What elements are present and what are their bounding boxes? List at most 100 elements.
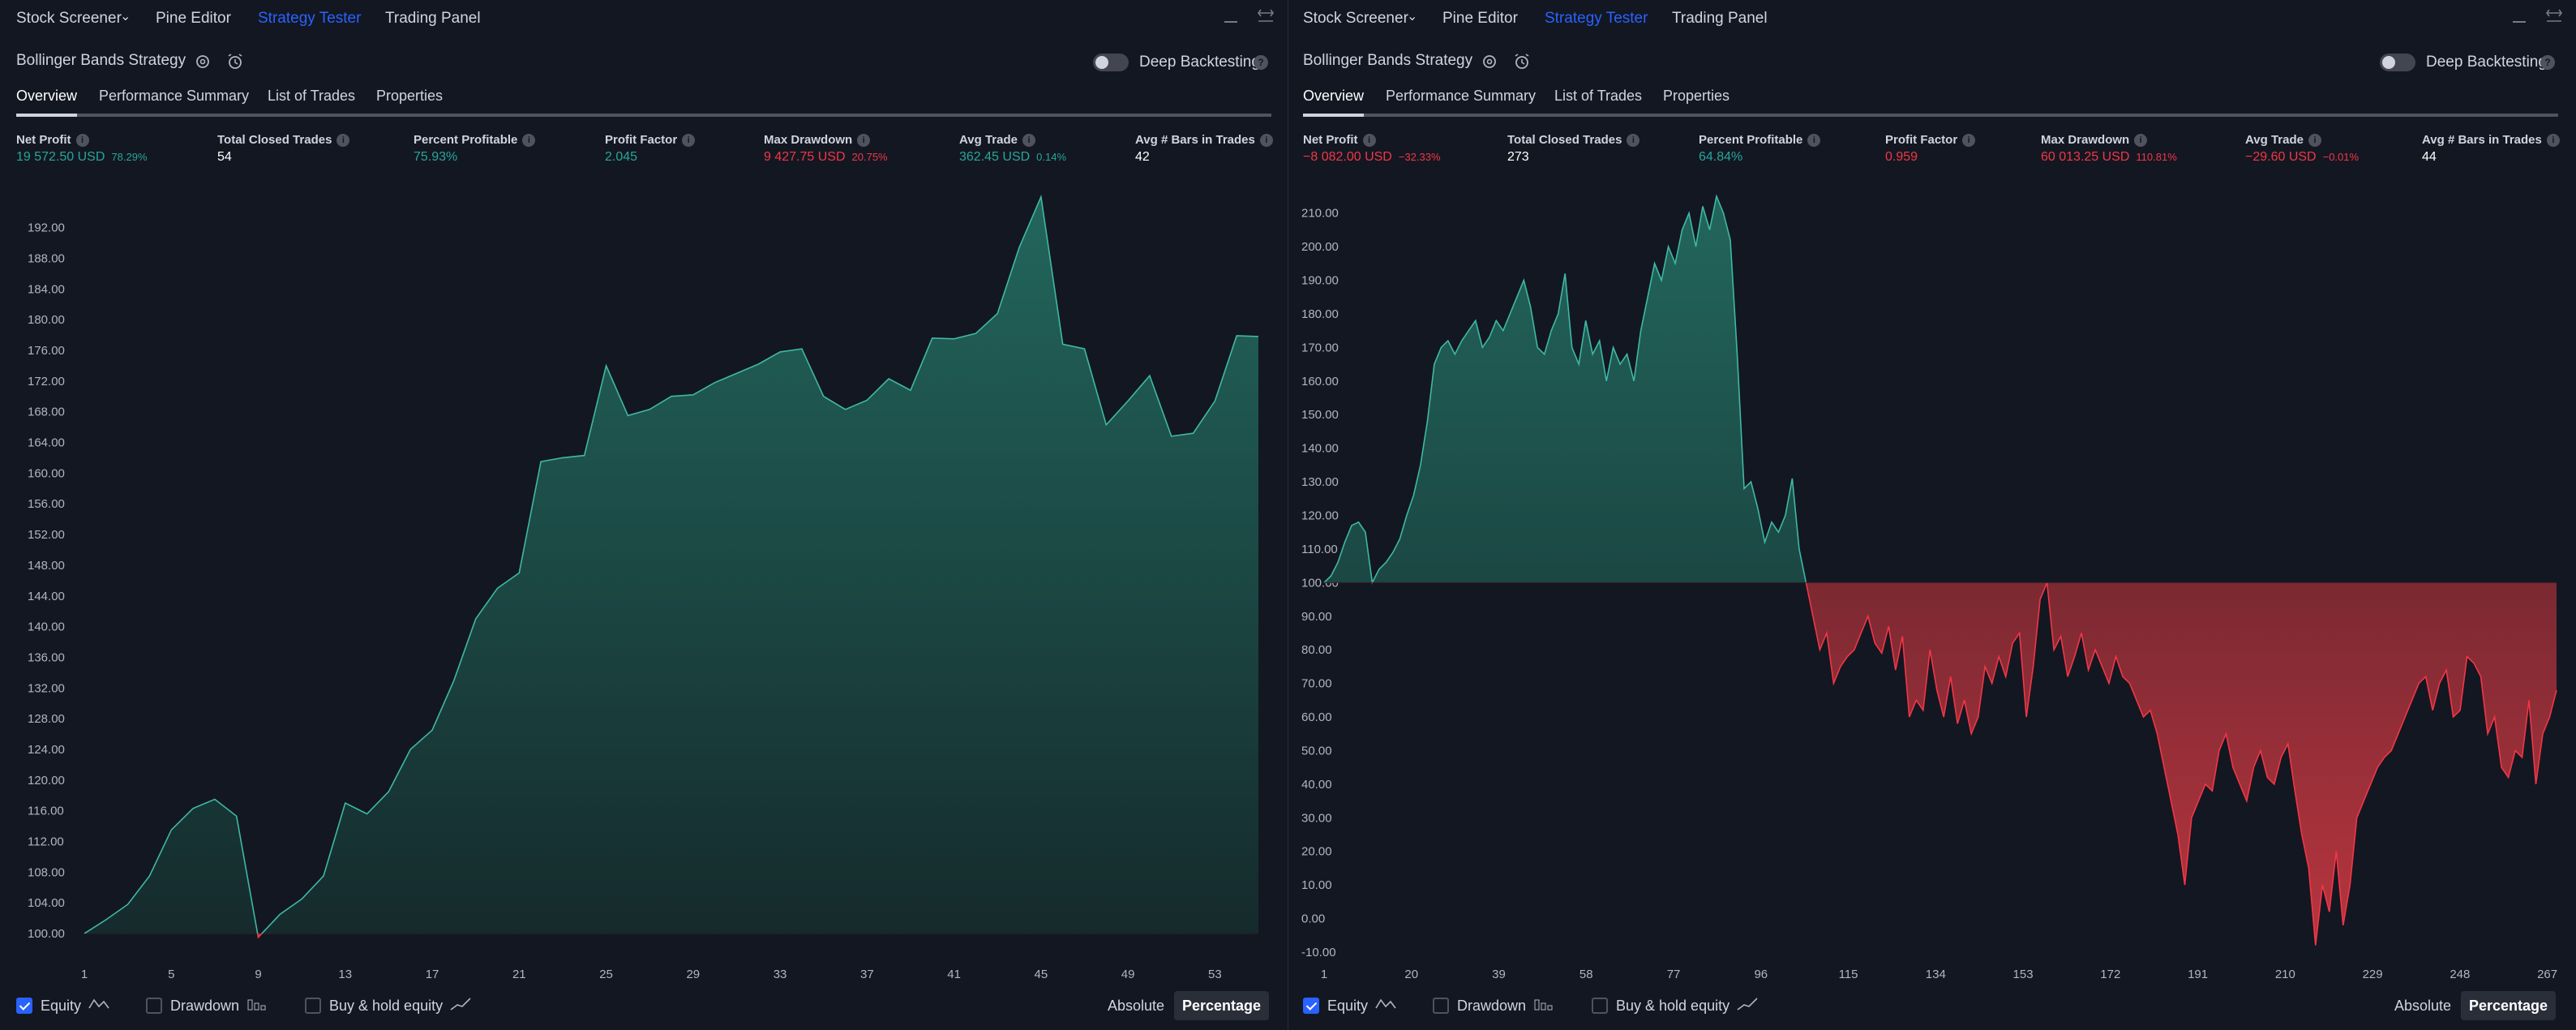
equity-area-profit — [84, 196, 1258, 934]
strategy-name: Bollinger Bands Strategy — [16, 52, 186, 69]
subtab-performance-summary[interactable]: Performance Summary — [1386, 88, 1537, 104]
x-tick-label: 25 — [599, 968, 613, 981]
x-tick-label: 49 — [1121, 968, 1135, 981]
minimize-icon[interactable] — [2511, 8, 2527, 29]
x-tick-label: 1 — [1321, 968, 1327, 981]
y-tick-label: 128.00 — [28, 712, 65, 726]
checkbox-checked[interactable] — [16, 998, 32, 1014]
y-tick-label: 140.00 — [1301, 442, 1339, 456]
settings-icon[interactable] — [1480, 50, 1499, 77]
help-icon[interactable]: ? — [1254, 55, 1268, 70]
info-icon[interactable]: i — [2134, 133, 2148, 147]
y-tick-label: 144.00 — [28, 590, 65, 603]
info-icon[interactable]: i — [2546, 133, 2560, 147]
drawdown-checkbox[interactable]: Drawdown — [146, 991, 268, 1020]
equity-chart-svg: 100.00 104.00 108.00 112.00 116.00 120.00 124.… — [28, 194, 1259, 981]
metric-label: Profit Factor — [1885, 133, 1958, 147]
equity-chart[interactable]: -10.00 0.00 10.00 20.00 30.00 40.00 50.00 60.00… — [1288, 187, 2576, 981]
info-icon[interactable]: i — [857, 133, 871, 147]
subtab-list-of-trades[interactable]: List of Trades — [1554, 88, 1643, 104]
tab-trading-panel[interactable]: Trading Panel — [1672, 10, 1768, 27]
buy-hold-checkbox[interactable]: Buy & hold equity — [305, 991, 472, 1020]
metric-percent: 0.14% — [1036, 151, 1067, 163]
subtab-overview[interactable]: Overview — [16, 88, 78, 104]
x-tick-label: 210 — [2275, 968, 2295, 981]
chevron-down-icon[interactable]: ⌄ — [1407, 10, 1418, 24]
checkbox-unchecked[interactable] — [1592, 998, 1608, 1014]
y-tick-label: 210.00 — [1301, 207, 1339, 221]
info-icon[interactable]: i — [1807, 133, 1821, 147]
trend-line-icon — [449, 997, 472, 1015]
subtab-properties[interactable]: Properties — [376, 88, 444, 104]
x-tick-label: 20 — [1404, 968, 1418, 981]
deep-backtesting-toggle[interactable] — [2380, 54, 2415, 71]
info-icon[interactable]: i — [2308, 133, 2321, 147]
metric-label: Percent Profitable — [1699, 133, 1803, 147]
alarm-clock-icon[interactable] — [1512, 50, 1532, 77]
equity-chart[interactable]: 100.00 104.00 108.00 112.00 116.00 120.00 124.… — [0, 187, 1288, 981]
chevron-down-icon[interactable]: ⌄ — [120, 10, 131, 24]
chart-footer: Equity Drawdown Buy & hold equity Absolu… — [0, 991, 1288, 1020]
info-icon[interactable]: i — [75, 133, 89, 147]
info-icon[interactable]: i — [682, 133, 696, 147]
tab-pine-editor[interactable]: Pine Editor — [1442, 10, 1518, 27]
tab-strategy-tester[interactable]: Strategy Tester — [258, 10, 362, 27]
checkbox-unchecked[interactable] — [1433, 998, 1449, 1014]
strategy-subtabs: Overview Performance Summary List of Tra… — [1288, 84, 2576, 117]
equity-area-profit — [1324, 196, 1807, 583]
x-tick-label: 29 — [686, 968, 700, 981]
deep-backtesting-toggle[interactable] — [1093, 54, 1129, 71]
deep-backtesting-label: Deep Backtesting — [1139, 54, 1260, 71]
subtab-underline — [1303, 114, 2558, 117]
checkbox-unchecked[interactable] — [305, 998, 321, 1014]
drawdown-checkbox[interactable]: Drawdown — [1433, 991, 1555, 1020]
percentage-button[interactable]: Percentage — [1174, 991, 1270, 1020]
alarm-clock-icon[interactable] — [225, 50, 245, 77]
buy-hold-checkbox[interactable]: Buy & hold equity — [1592, 991, 1759, 1020]
metric-percent-profitable: Percent Profitable i 64.84% — [1699, 133, 1821, 165]
checkbox-unchecked[interactable] — [146, 998, 162, 1014]
equity-checkbox[interactable]: Equity — [16, 991, 110, 1020]
info-icon[interactable]: i — [1627, 133, 1640, 147]
settings-icon[interactable] — [193, 50, 212, 77]
absolute-button[interactable]: Absolute — [2394, 998, 2452, 1014]
metric-label: Percent Profitable — [414, 133, 518, 147]
y-tick-label: 160.00 — [1301, 375, 1339, 388]
absolute-button[interactable]: Absolute — [1108, 998, 1165, 1014]
subtab-properties[interactable]: Properties — [1663, 88, 1730, 104]
info-icon[interactable]: i — [336, 133, 350, 147]
metric-avg-trade: Avg Trade i −29.60 USD −0.01% — [2245, 133, 2359, 165]
percentage-button[interactable]: Percentage — [2461, 991, 2557, 1020]
metrics-row: Net Profit i 19 572.50 USD 78.29% Total Cl… — [0, 133, 1288, 174]
tab-pine-editor[interactable]: Pine Editor — [156, 10, 231, 27]
help-icon[interactable]: ? — [2540, 55, 2555, 70]
tab-stock-screener[interactable]: Stock Screener — [16, 10, 122, 27]
info-icon[interactable]: i — [522, 133, 536, 147]
y-tick-label: 168.00 — [28, 406, 65, 419]
x-tick-label: 5 — [168, 968, 174, 981]
buy-hold-label: Buy & hold equity — [329, 997, 444, 1014]
y-tick-label: 184.00 — [28, 282, 65, 296]
trend-line-icon — [1736, 997, 1759, 1015]
maximize-icon[interactable] — [2545, 8, 2563, 31]
y-tick-label: 152.00 — [28, 528, 65, 542]
checkbox-checked[interactable] — [1303, 998, 1319, 1014]
info-icon[interactable]: i — [1962, 133, 1976, 147]
tab-strategy-tester[interactable]: Strategy Tester — [1545, 10, 1648, 27]
tab-stock-screener[interactable]: Stock Screener — [1303, 10, 1408, 27]
x-tick-label: 9 — [255, 968, 261, 981]
info-icon[interactable]: i — [1362, 133, 1376, 147]
equity-checkbox[interactable]: Equity — [1303, 991, 1397, 1020]
subtab-performance-summary[interactable]: Performance Summary — [99, 88, 250, 104]
tab-trading-panel[interactable]: Trading Panel — [385, 10, 481, 27]
metric-avg-trade: Avg Trade i 362.45 USD 0.14% — [959, 133, 1066, 165]
subtab-overview[interactable]: Overview — [1303, 88, 1365, 104]
subtab-list-of-trades[interactable]: List of Trades — [268, 88, 356, 104]
maximize-icon[interactable] — [1257, 8, 1275, 31]
equity-line-loss — [1323, 582, 2557, 946]
equity-chart-svg: -10.00 0.00 10.00 20.00 30.00 40.00 50.00 60.00… — [1301, 194, 2557, 981]
minimize-icon[interactable] — [1223, 8, 1239, 29]
y-tick-label: 172.00 — [28, 375, 65, 388]
info-icon[interactable]: i — [1259, 133, 1273, 147]
info-icon[interactable]: i — [1022, 133, 1035, 147]
